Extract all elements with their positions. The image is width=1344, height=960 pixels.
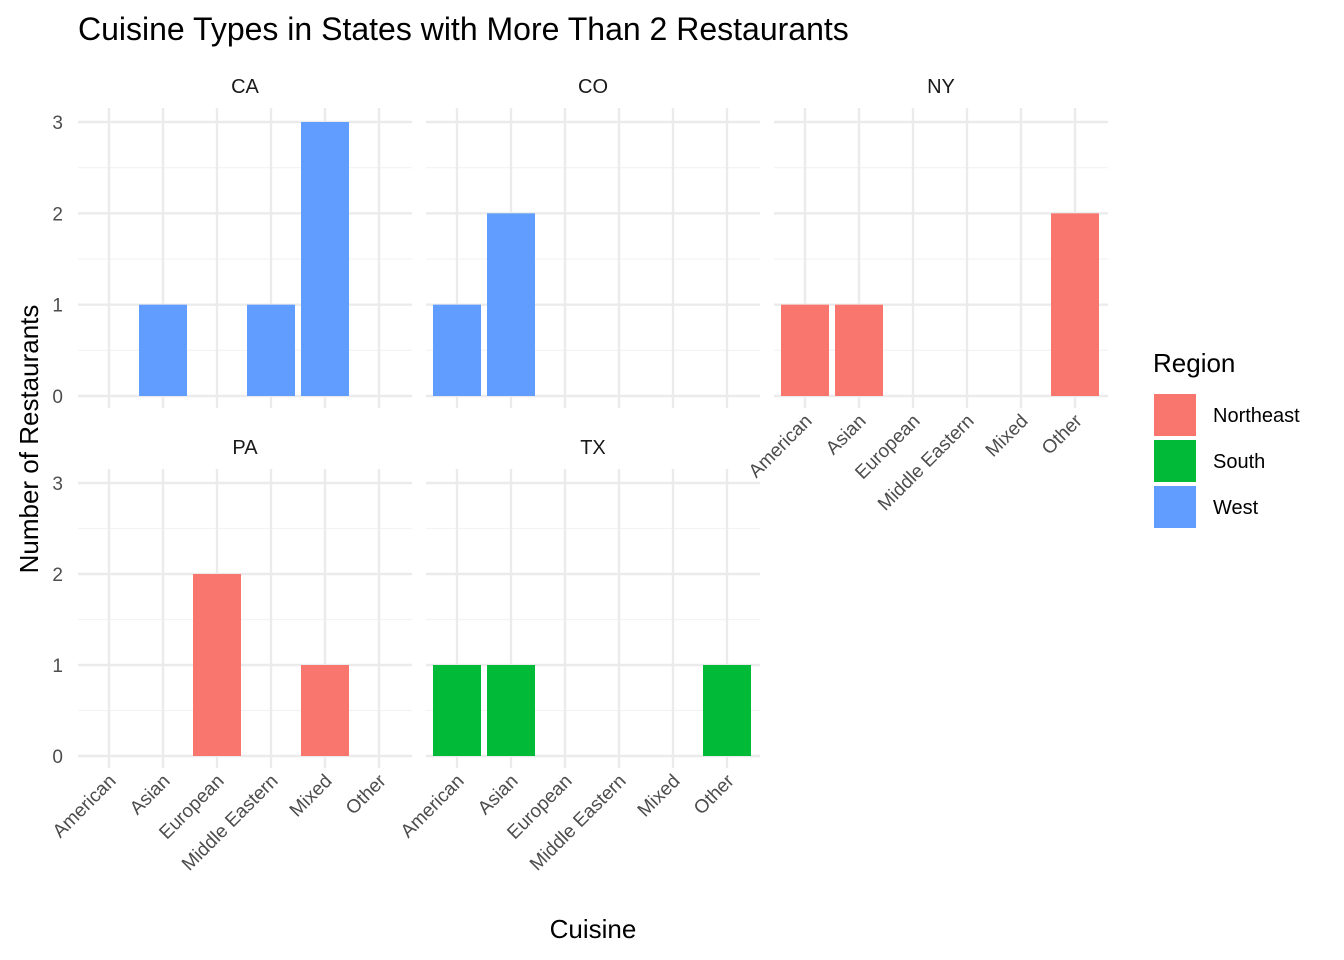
y-axis-title: Number of Restaurants — [14, 305, 44, 574]
x-tick-label: Middle Eastern — [874, 411, 978, 515]
x-tick-label: American — [49, 771, 121, 843]
legend-title: Region — [1153, 348, 1235, 378]
bar-pa-mixed — [301, 665, 349, 756]
bar-tx-other — [703, 665, 751, 756]
x-tick-label: Other — [690, 770, 739, 819]
y-tick-label: 1 — [52, 656, 63, 677]
legend-label-south: South — [1213, 451, 1265, 473]
bar-tx-asian — [487, 665, 535, 756]
bar-ny-asian — [835, 304, 883, 396]
panel-tx: TX — [426, 437, 760, 768]
legend-label-northeast: Northeast — [1213, 405, 1300, 427]
strip-label: NY — [927, 76, 955, 98]
bar-ca-mixed — [301, 122, 349, 396]
y-tick-label: 3 — [52, 474, 63, 495]
bar-pa-european — [193, 574, 241, 756]
x-tick-label: Middle Eastern — [526, 771, 630, 875]
y-tick-labels: 0 1 2 3 0 1 2 3 — [52, 113, 63, 768]
strip-label: PA — [232, 437, 258, 459]
strip-label: CA — [231, 76, 259, 98]
panel-co: CO — [426, 76, 760, 408]
y-tick-label: 3 — [52, 113, 63, 134]
x-tick-label: Asian — [822, 411, 870, 459]
bar-co-asian — [487, 213, 535, 396]
panel-ny: NY — [774, 76, 1108, 408]
bar-ny-other — [1051, 213, 1099, 396]
strip-label: TX — [580, 437, 606, 459]
bar-ca-middle-eastern — [247, 304, 295, 396]
bar-co-american — [433, 304, 481, 396]
x-tick-label: Asian — [474, 771, 522, 819]
x-tick-label: American — [397, 771, 469, 843]
legend-key-west — [1154, 486, 1196, 528]
x-tick-label: Mixed — [982, 411, 1033, 462]
y-tick-label: 1 — [52, 296, 63, 317]
bar-ca-asian — [139, 304, 187, 396]
y-tick-label: 2 — [52, 565, 63, 586]
x-tick-label: Mixed — [634, 771, 685, 822]
legend: Region Northeast South West — [1153, 348, 1300, 528]
x-tick-label: Asian — [126, 771, 174, 819]
x-tick-label: Middle Eastern — [178, 771, 282, 875]
legend-key-south — [1154, 440, 1196, 482]
facet-panels: CA CO NY PA TX — [78, 76, 1108, 768]
x-tick-label: Mixed — [286, 771, 337, 822]
legend-label-west: West — [1213, 497, 1259, 519]
y-tick-label: 2 — [52, 204, 63, 225]
strip-label: CO — [578, 76, 608, 98]
x-axis-title: Cuisine — [550, 914, 637, 944]
x-tick-label: Other — [1038, 410, 1087, 459]
panel-pa: PA — [78, 437, 412, 768]
y-tick-label: 0 — [52, 387, 63, 408]
bar-ny-american — [781, 304, 829, 396]
x-tick-label: American — [745, 411, 817, 483]
y-tick-label: 0 — [52, 747, 63, 768]
bar-tx-american — [433, 665, 481, 756]
panel-ca: CA — [78, 76, 412, 408]
legend-key-northeast — [1154, 394, 1196, 436]
x-tick-label: Other — [342, 770, 391, 819]
chart-title: Cuisine Types in States with More Than 2… — [78, 11, 849, 47]
